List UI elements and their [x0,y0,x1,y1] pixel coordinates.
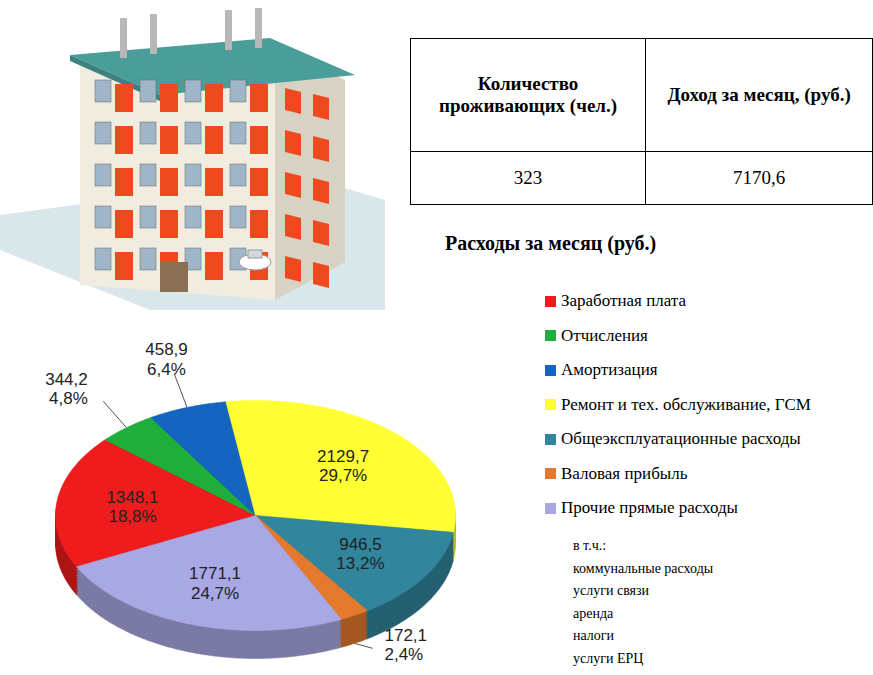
html-text:Заработная плата: Заработная плата [561,291,686,311]
html-text:Амортизация: Амортизация [561,360,658,380]
svg-text:344,24,8%: 344,24,8% [45,370,88,409]
svg-text:1348,118,8%: 1348,118,8% [107,488,159,527]
html-text:Доход за месяц, (руб.): Доход за месяц, (руб.) [667,84,851,105]
svg-text:458,96,4%: 458,96,4% [145,340,188,379]
svg-text:1771,124,7%: 1771,124,7% [189,564,241,603]
html-text:Ремонт и тех. обслуживание, ГС: Ремонт и тех. обслуживание, ГСМ [561,394,811,414]
html-text:услуги ЕРЦ: услуги ЕРЦ [573,650,644,666]
html-text:323: 323 [513,167,543,188]
html-text:Количество проживающих (чел.): Количество проживающих (чел.) [439,73,618,116]
html-text:Прочие прямые расходы: Прочие прямые расходы [561,498,738,518]
html-text:аренда: аренда [573,605,614,621]
html-text:услуги связи: услуги связи [573,583,649,598]
html-text:Отчисления: Отчисления [561,325,648,345]
html-text:Расходы за месяц (руб.): Расходы за месяц (руб.) [445,232,657,254]
html-text:налоги: налоги [573,628,615,643]
html-text:Общеэксплуатационные расходы: Общеэксплуатационные расходы [561,429,801,449]
svg-text:946,513,2%: 946,513,2% [336,535,384,574]
svg-text:172,12,4%: 172,12,4% [384,626,427,665]
html-text:Валовая прибыль: Валовая прибыль [561,463,688,483]
html-text:7170,6: 7170,6 [732,167,786,188]
html-text:в т.ч.:: в т.ч.: [573,538,607,553]
html-text:коммунальные расходы: коммунальные расходы [573,560,714,576]
svg-text:2129,729,7%: 2129,729,7% [317,447,369,486]
